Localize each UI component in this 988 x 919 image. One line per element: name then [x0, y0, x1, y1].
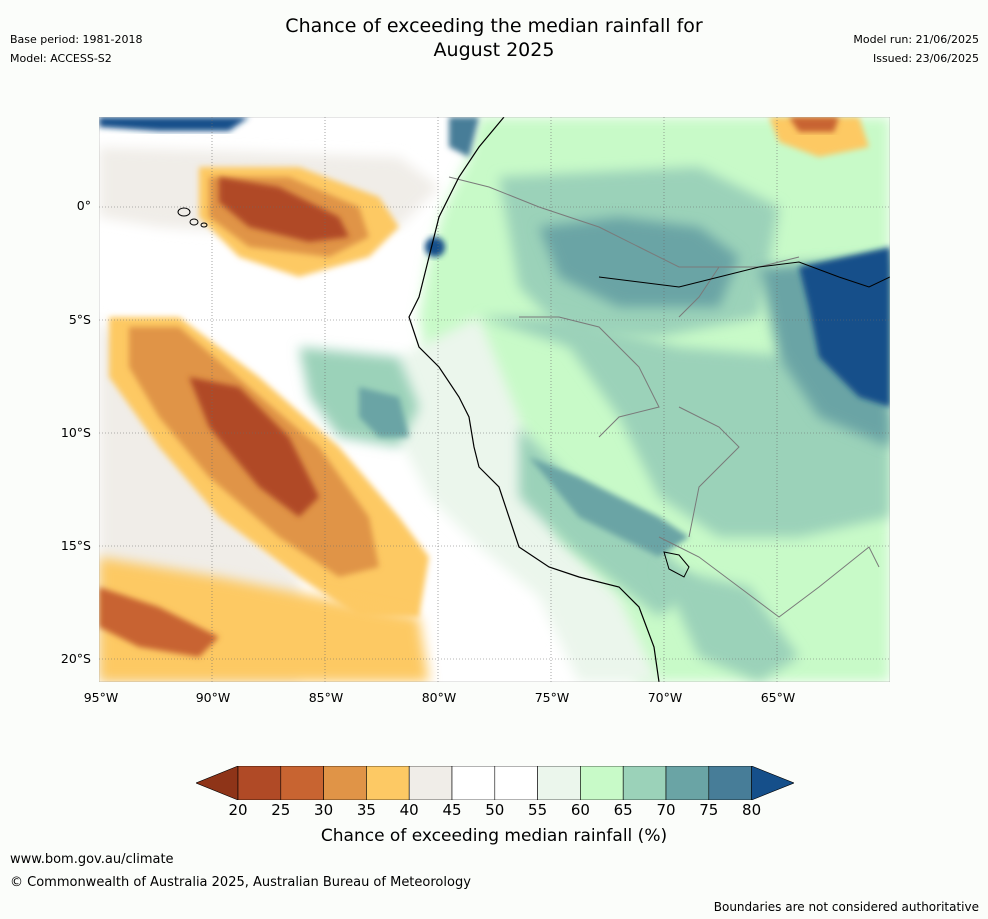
colorbar-high-arrow — [751, 766, 794, 800]
teal-region-coast — [529, 457, 689, 557]
rainfall-probability-map — [99, 117, 890, 682]
graticule — [99, 117, 890, 682]
map-title: Chance of exceeding the median rainfall … — [0, 14, 988, 62]
colorbar-tick-label: 70 — [656, 801, 676, 819]
title-line-1: Chance of exceeding the median rainfall … — [285, 15, 703, 37]
colorbar-tick-label: 75 — [699, 801, 719, 819]
teal-region-ocean — [359, 387, 409, 437]
blue-region-north-coast — [449, 117, 479, 157]
lon-label-90w: 90°W — [195, 690, 231, 705]
seafoam-region-southeast — [659, 567, 799, 682]
colorbar-cell — [494, 766, 538, 800]
lat-label-20s: 20°S — [60, 651, 91, 666]
issued-date: Issued: 23/06/2025 — [872, 52, 979, 65]
colorbar-tick-label: 30 — [314, 801, 334, 819]
colorbar-cell — [408, 766, 453, 800]
colorbar-tick-label: 60 — [570, 801, 590, 819]
model-run: Model run: 21/06/2025 — [853, 33, 979, 46]
colorbar — [196, 766, 794, 800]
dry-region-southwest-core — [189, 377, 319, 517]
colorbar-cell — [622, 766, 667, 800]
colorbar-cell — [665, 766, 710, 800]
base-period: Base period: 1981-2018 — [10, 33, 143, 46]
colorbar-tick-label: 20 — [228, 801, 248, 819]
colorbar-cell — [580, 766, 624, 800]
colorbar-tick-label: 65 — [613, 801, 633, 819]
model-name: Model: ACCESS-S2 — [10, 52, 112, 65]
boundaries-disclaimer: Boundaries are not considered authoritat… — [713, 900, 979, 914]
colorbar-tick-label: 40 — [399, 801, 419, 819]
colorbar-cell — [708, 766, 752, 800]
colorbar-cell — [537, 766, 581, 800]
amazon-river-outline — [598, 261, 890, 288]
dry-region-northeast-core — [789, 117, 839, 132]
country-borders — [448, 176, 880, 618]
lon-label-85w: 85°W — [308, 690, 344, 705]
lon-label-65w: 65°W — [760, 690, 796, 705]
coastline — [408, 117, 660, 682]
lat-label-15s: 15°S — [60, 538, 91, 553]
colorbar-cell — [280, 766, 324, 800]
lake-titicaca — [663, 551, 690, 578]
colorbar-cell — [237, 766, 282, 800]
colorbar-cell — [451, 766, 496, 800]
colorbar-cell — [366, 766, 410, 800]
lat-label-10s: 10°S — [60, 425, 91, 440]
website-link[interactable]: www.bom.gov.au/climate — [10, 852, 174, 867]
blue-region-east — [799, 247, 890, 407]
lat-label-5s: 5°S — [68, 312, 91, 327]
lon-label-70w: 70°W — [647, 690, 683, 705]
dry-region-northwest-core — [219, 177, 349, 242]
colorbar-tick-label: 25 — [271, 801, 291, 819]
colorbar-low-arrow — [196, 766, 239, 800]
colorbar-tick-label: 80 — [742, 801, 762, 819]
colorbar-tick-label: 55 — [528, 801, 548, 819]
dry-region-northeast — [769, 117, 869, 157]
dry-region-bottom-core — [99, 587, 219, 657]
title-line-2: August 2025 — [433, 39, 555, 61]
colorbar-title: Chance of exceeding median rainfall (%) — [320, 826, 668, 846]
colorbar-tick-label: 50 — [485, 801, 505, 819]
lon-label-80w: 80°W — [421, 690, 457, 705]
copyright-notice: © Commonwealth of Australia 2025, Austra… — [10, 875, 471, 890]
galapagos-islands — [177, 207, 208, 228]
colorbar-tick-label: 45 — [442, 801, 462, 819]
blue-region-northwest — [99, 117, 249, 131]
colorbar-cell — [323, 766, 367, 800]
seafoam-region-central — [479, 317, 890, 537]
lat-label-0: 0° — [76, 198, 91, 213]
lon-label-75w: 75°W — [534, 690, 570, 705]
lon-label-95w: 95°W — [83, 690, 119, 705]
blue-spot-coast — [425, 237, 445, 257]
colorbar-tick-label: 35 — [356, 801, 376, 819]
